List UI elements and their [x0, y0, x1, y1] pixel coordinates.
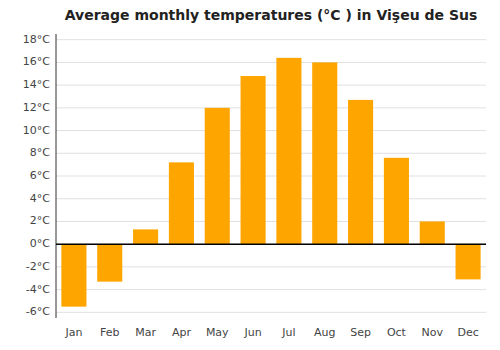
grid-line	[56, 85, 486, 86]
y-axis-line	[56, 34, 57, 318]
x-tick-label: Feb	[100, 326, 119, 339]
grid-line	[56, 153, 486, 154]
x-tick-label: Jul	[281, 326, 295, 339]
grid-line	[56, 39, 486, 40]
grid-line	[56, 107, 486, 108]
y-tick-label: 12°C	[23, 101, 50, 114]
x-tick-label: Apr	[172, 326, 192, 339]
y-tick-label: 4°C	[30, 192, 50, 205]
x-tick-label: Dec	[457, 326, 478, 339]
x-tick-label: Sep	[350, 326, 371, 339]
x-tick-label: Oct	[387, 326, 407, 339]
bar	[348, 100, 373, 244]
bar	[61, 244, 86, 306]
bar	[133, 229, 158, 244]
chart-container: Average monthly temperatures (°C ) in Vi…	[0, 0, 500, 350]
y-tick-label: 16°C	[23, 55, 50, 68]
grid-line	[56, 289, 486, 290]
title: Average monthly temperatures (°C ) in Vi…	[65, 7, 478, 23]
bar	[420, 221, 445, 244]
bar	[456, 244, 481, 279]
grid-line	[56, 62, 486, 63]
bar	[384, 158, 409, 244]
x-axis: Jan Feb Mar Apr May Jun Jul Aug Sep Oct Nov Dec	[64, 326, 478, 339]
grid-line	[56, 198, 486, 199]
y-tick-label: 2°C	[30, 214, 50, 227]
bars	[61, 58, 480, 307]
grid-line	[56, 312, 486, 313]
grid-line	[56, 244, 486, 245]
y-tick-label: -6°C	[26, 305, 50, 318]
x-tick-label: Jan	[64, 326, 82, 339]
chart: Average monthly temperatures (°C ) in Vi…	[0, 0, 500, 350]
y-tick-label: 0°C	[30, 237, 50, 250]
y-tick-label: 10°C	[23, 124, 50, 137]
y-tick-label: 18°C	[23, 33, 50, 46]
bar	[169, 162, 194, 244]
bar	[276, 58, 301, 244]
x-tick-label: Aug	[314, 326, 335, 339]
grid	[56, 40, 486, 313]
y-tick-label: 14°C	[23, 78, 50, 91]
y-axis: -6°C -4°C -2°C 0°C 2°C 4°C 6°C 8°C 10°C 12°C 14°C 1…	[23, 33, 56, 319]
y-tick-label: -2°C	[26, 260, 50, 273]
y-tick-label: -4°C	[26, 283, 50, 296]
grid-line	[56, 176, 486, 177]
bar	[205, 108, 230, 244]
y-tick-label: 6°C	[30, 169, 50, 182]
grid-line	[56, 130, 486, 131]
bar	[241, 76, 266, 244]
x-tick-label: Mar	[135, 326, 156, 339]
x-tick-label: Jun	[243, 326, 261, 339]
zero-line	[56, 243, 486, 245]
bar	[97, 244, 122, 281]
x-tick-label: May	[206, 326, 229, 339]
y-tick-label: 8°C	[30, 146, 50, 159]
x-tick-label: Nov	[422, 326, 444, 339]
bar	[312, 62, 337, 244]
